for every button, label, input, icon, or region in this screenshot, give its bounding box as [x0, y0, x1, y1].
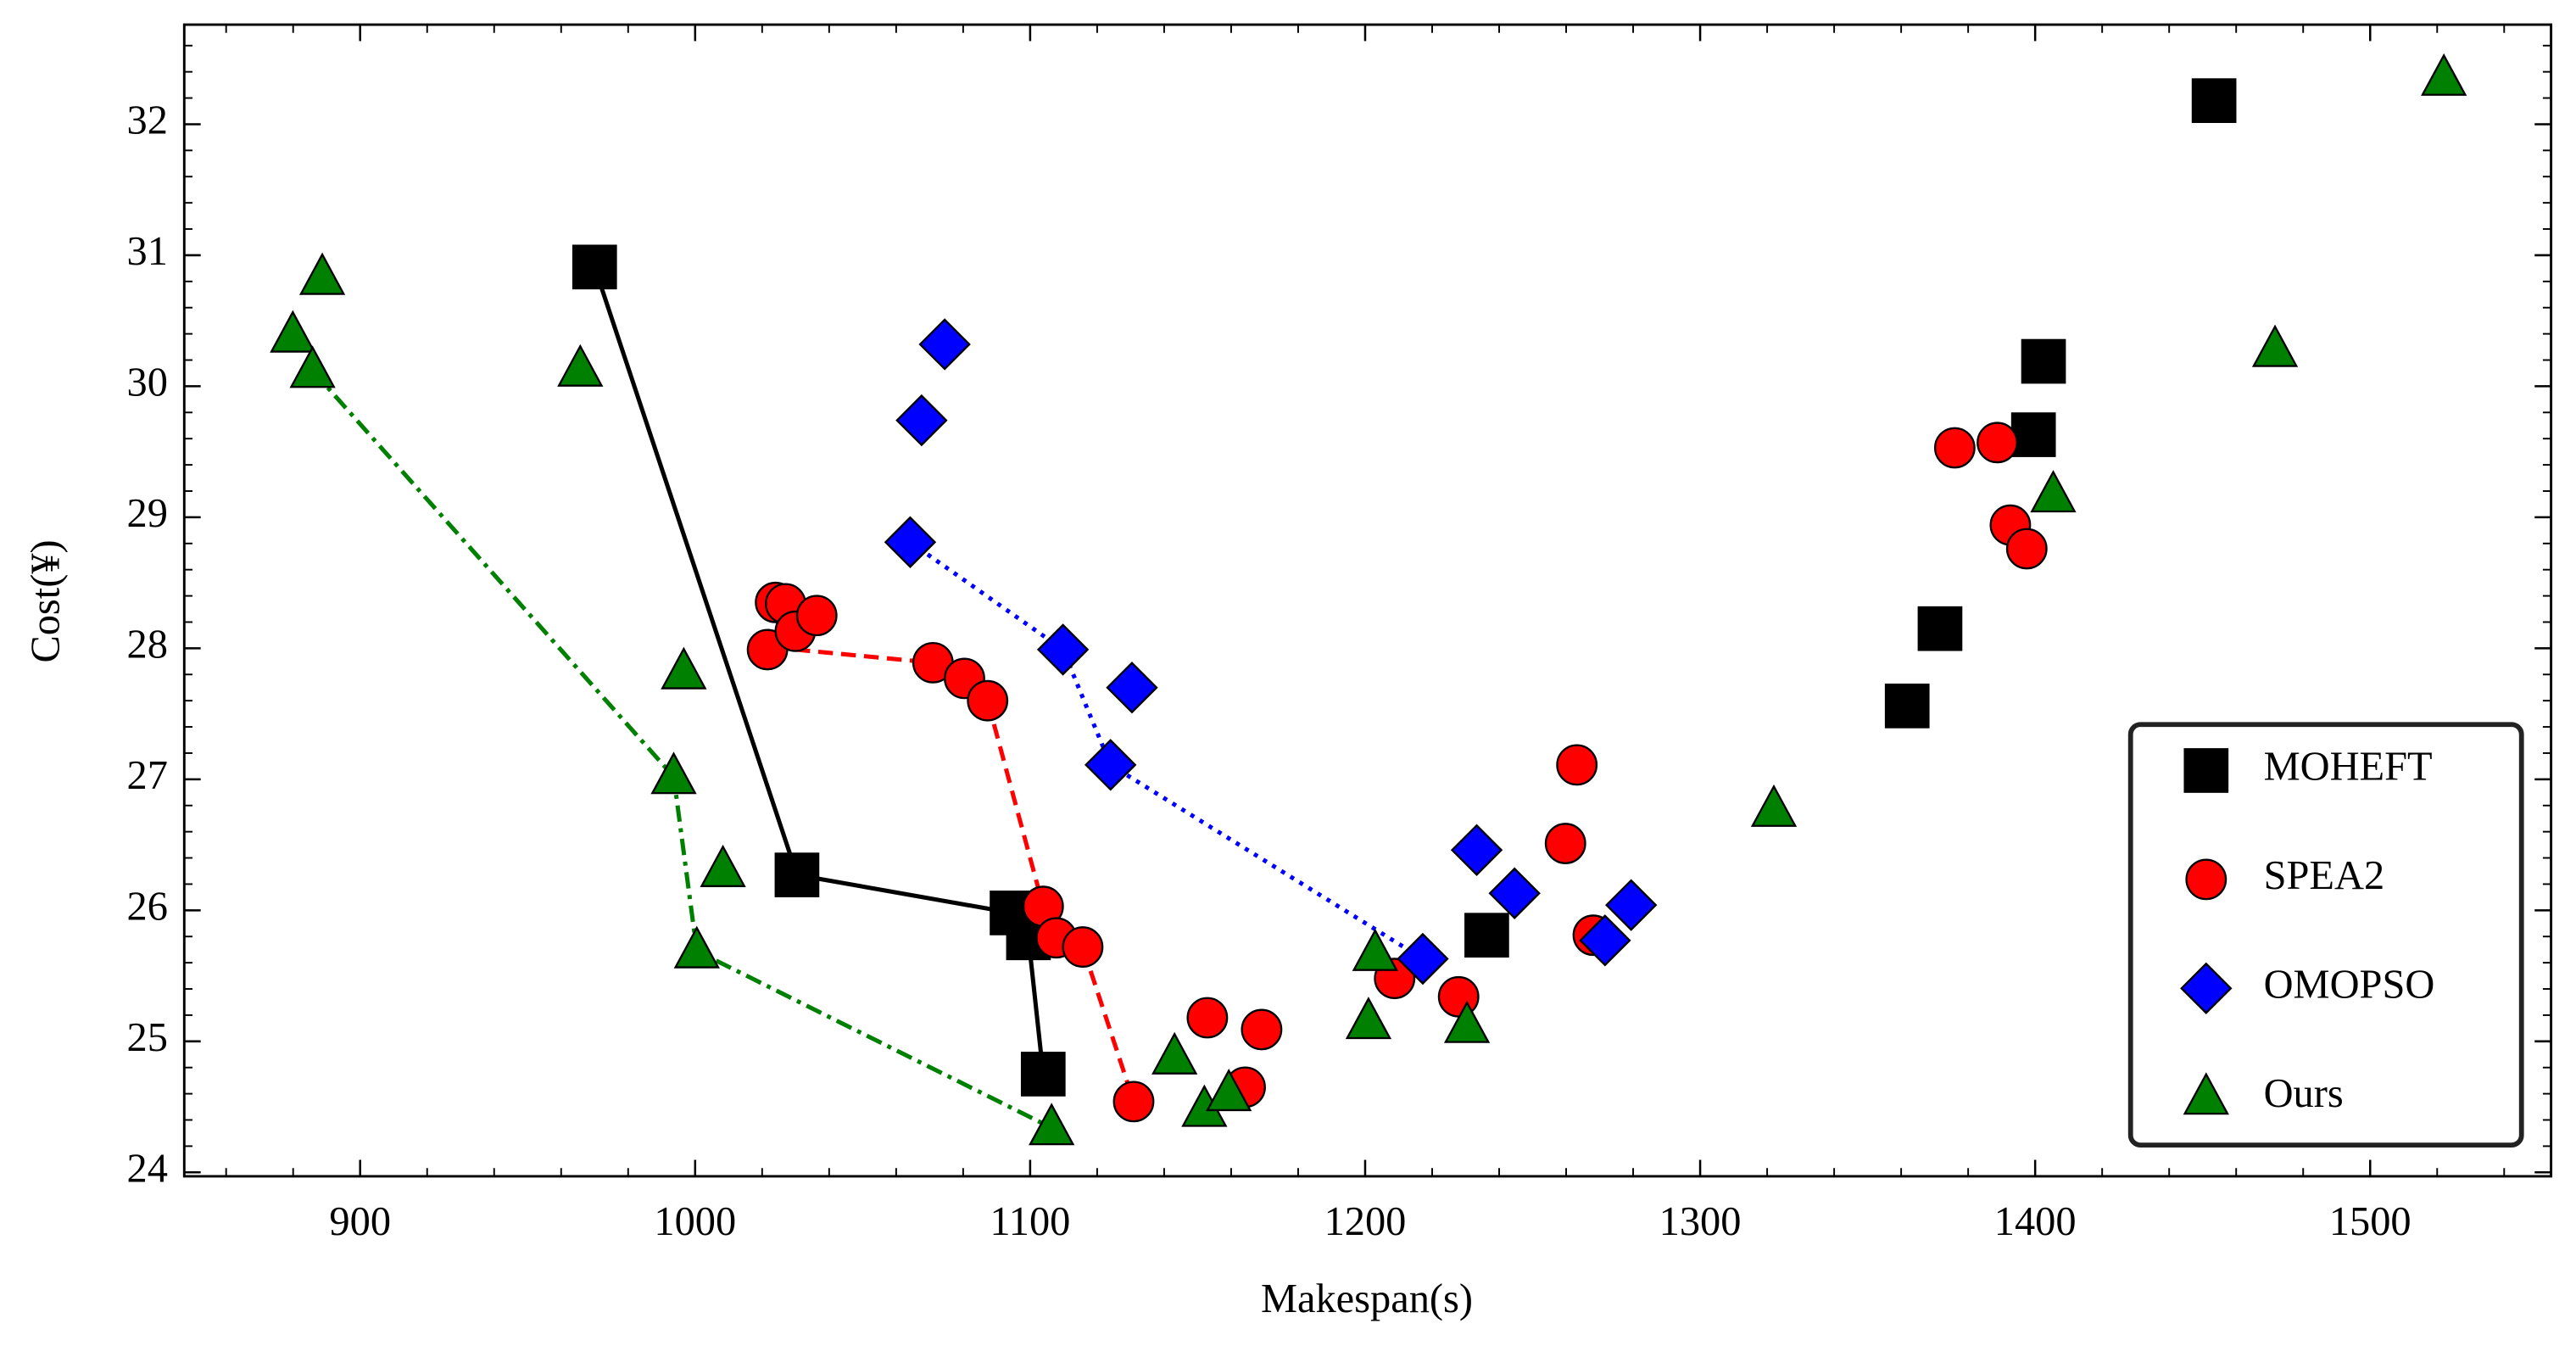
circle-marker — [795, 595, 838, 637]
square-marker — [1464, 913, 1509, 958]
x-tick-label: 900 — [329, 1199, 391, 1244]
circle-marker — [1933, 427, 1976, 469]
diamond-marker — [884, 516, 937, 568]
diamond-marker — [1450, 824, 1503, 876]
legend-label: SPEA2 — [2264, 853, 2385, 898]
diamond-marker — [895, 394, 948, 447]
triangle-marker — [700, 844, 746, 887]
x-tick-label: 1300 — [1659, 1199, 1742, 1244]
triangle-marker — [2251, 324, 2299, 367]
circle-marker — [1062, 926, 1104, 968]
y-tick-label: 27 — [127, 753, 168, 798]
triangle-marker — [673, 925, 720, 969]
triangle-marker — [1443, 1000, 1491, 1043]
legend-label: Ours — [2264, 1071, 2344, 1116]
circle-marker — [1977, 422, 2018, 464]
diamond-marker — [2180, 962, 2233, 1015]
diamond-marker — [1397, 932, 1449, 986]
legend-box — [2127, 722, 2524, 1148]
y-tick-label: 31 — [127, 229, 168, 274]
y-tick-label: 30 — [127, 360, 168, 405]
diamond-marker — [1106, 662, 1158, 714]
circle-marker — [2185, 858, 2228, 901]
square-marker — [2183, 748, 2229, 793]
square-marker — [2021, 338, 2066, 384]
square-marker — [1020, 1052, 1066, 1097]
circle-marker — [967, 679, 1009, 722]
y-axis-label: Cost(¥) — [24, 539, 69, 662]
y-tick-label: 24 — [127, 1146, 168, 1191]
front-line — [310, 369, 1053, 1131]
triangle-marker — [1206, 1069, 1252, 1112]
square-marker — [774, 852, 820, 897]
x-axis-label: Makespan(s) — [1261, 1276, 1473, 1321]
triangle-marker — [661, 646, 707, 690]
x-tick-label: 1100 — [990, 1199, 1070, 1244]
triangle-marker — [1352, 928, 1398, 971]
legend-label: OMOPSO — [2264, 962, 2435, 1007]
triangle-marker — [650, 751, 697, 795]
triangle-marker — [1151, 1031, 1198, 1075]
x-tick-label: 1200 — [1324, 1199, 1407, 1244]
circle-marker — [1544, 823, 1586, 864]
y-tick-label: 28 — [127, 622, 168, 667]
triangle-marker — [1750, 784, 1798, 827]
triangle-marker — [2183, 1072, 2229, 1115]
y-tick-label: 26 — [127, 884, 168, 929]
diamond-marker — [1084, 739, 1137, 791]
triangle-marker — [2421, 53, 2467, 96]
legend-label: MOHEFT — [2264, 745, 2433, 790]
triangle-marker — [298, 252, 346, 295]
plot-frame — [182, 23, 2553, 1178]
x-tick-label: 1000 — [654, 1199, 736, 1244]
circle-marker — [1241, 1008, 1283, 1051]
triangle-marker — [270, 310, 316, 353]
diamond-marker — [1604, 879, 1658, 931]
square-marker — [2010, 412, 2056, 457]
diamond-marker — [918, 318, 971, 371]
circle-marker — [2005, 528, 2048, 570]
square-marker — [1917, 606, 1963, 651]
triangle-marker — [1029, 1103, 1075, 1146]
y-tick-label: 25 — [127, 1015, 168, 1060]
triangle-marker — [1345, 997, 1392, 1040]
triangle-marker — [2030, 470, 2077, 513]
triangle-marker — [557, 343, 604, 387]
diamond-marker — [1488, 867, 1541, 919]
front-line — [795, 647, 1136, 1103]
square-marker — [2191, 78, 2237, 123]
triangle-marker — [289, 345, 336, 388]
circle-marker — [1556, 744, 1598, 786]
circle-marker — [1112, 1081, 1155, 1123]
circle-marker — [1186, 997, 1229, 1039]
diamond-marker — [1036, 623, 1090, 676]
x-tick-label: 1400 — [1994, 1199, 2077, 1244]
diamond-marker — [1579, 914, 1631, 967]
square-marker — [572, 244, 617, 290]
x-tick-label: 1500 — [2329, 1199, 2412, 1244]
front-line — [909, 540, 1425, 961]
y-tick-label: 32 — [127, 98, 168, 143]
y-tick-label: 29 — [127, 491, 168, 536]
square-marker — [1884, 684, 1930, 729]
